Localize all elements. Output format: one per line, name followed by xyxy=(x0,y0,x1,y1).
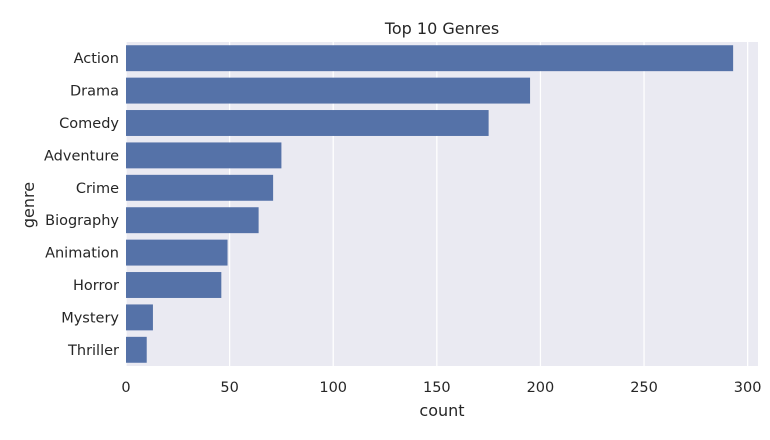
y-tick-label: Comedy xyxy=(59,116,119,132)
y-tick-label: Action xyxy=(74,51,119,67)
bars xyxy=(126,45,734,363)
bar-crime xyxy=(126,174,274,201)
y-tick-label: Thriller xyxy=(67,343,119,359)
x-tick-label: 250 xyxy=(630,380,658,396)
bar-mystery xyxy=(126,304,153,331)
bar-drama xyxy=(126,77,531,104)
x-tick-label: 100 xyxy=(319,380,347,396)
y-tick-labels: Action Drama Comedy Adventure Crime Biography… xyxy=(44,51,119,359)
bar-animation xyxy=(126,239,228,266)
x-tick-label: 300 xyxy=(734,380,762,396)
bar-horror xyxy=(126,272,222,298)
x-axis-label: count xyxy=(419,401,464,420)
y-tick-label: Mystery xyxy=(61,310,119,326)
y-tick-label: Crime xyxy=(76,181,119,197)
y-tick-label: Animation xyxy=(45,246,119,262)
bar-adventure xyxy=(126,142,282,169)
x-tick-label: 50 xyxy=(220,380,238,396)
y-tick-label: Adventure xyxy=(44,148,119,164)
x-tick-labels: 0 50 100 150 200 250 300 xyxy=(121,380,761,396)
bar-action xyxy=(126,45,734,72)
y-tick-label: Horror xyxy=(73,278,119,294)
y-axis-label: genre xyxy=(19,182,38,228)
x-tick-label: 0 xyxy=(121,380,130,396)
chart-title: Top 10 Genres xyxy=(384,19,499,38)
bar-comedy xyxy=(126,110,489,136)
x-tick-label: 200 xyxy=(527,380,555,396)
x-tick-label: 150 xyxy=(423,380,451,396)
y-tick-label: Drama xyxy=(70,84,119,100)
bar-thriller xyxy=(126,336,147,363)
bar-biography xyxy=(126,207,259,234)
y-tick-label: Biography xyxy=(45,213,119,229)
